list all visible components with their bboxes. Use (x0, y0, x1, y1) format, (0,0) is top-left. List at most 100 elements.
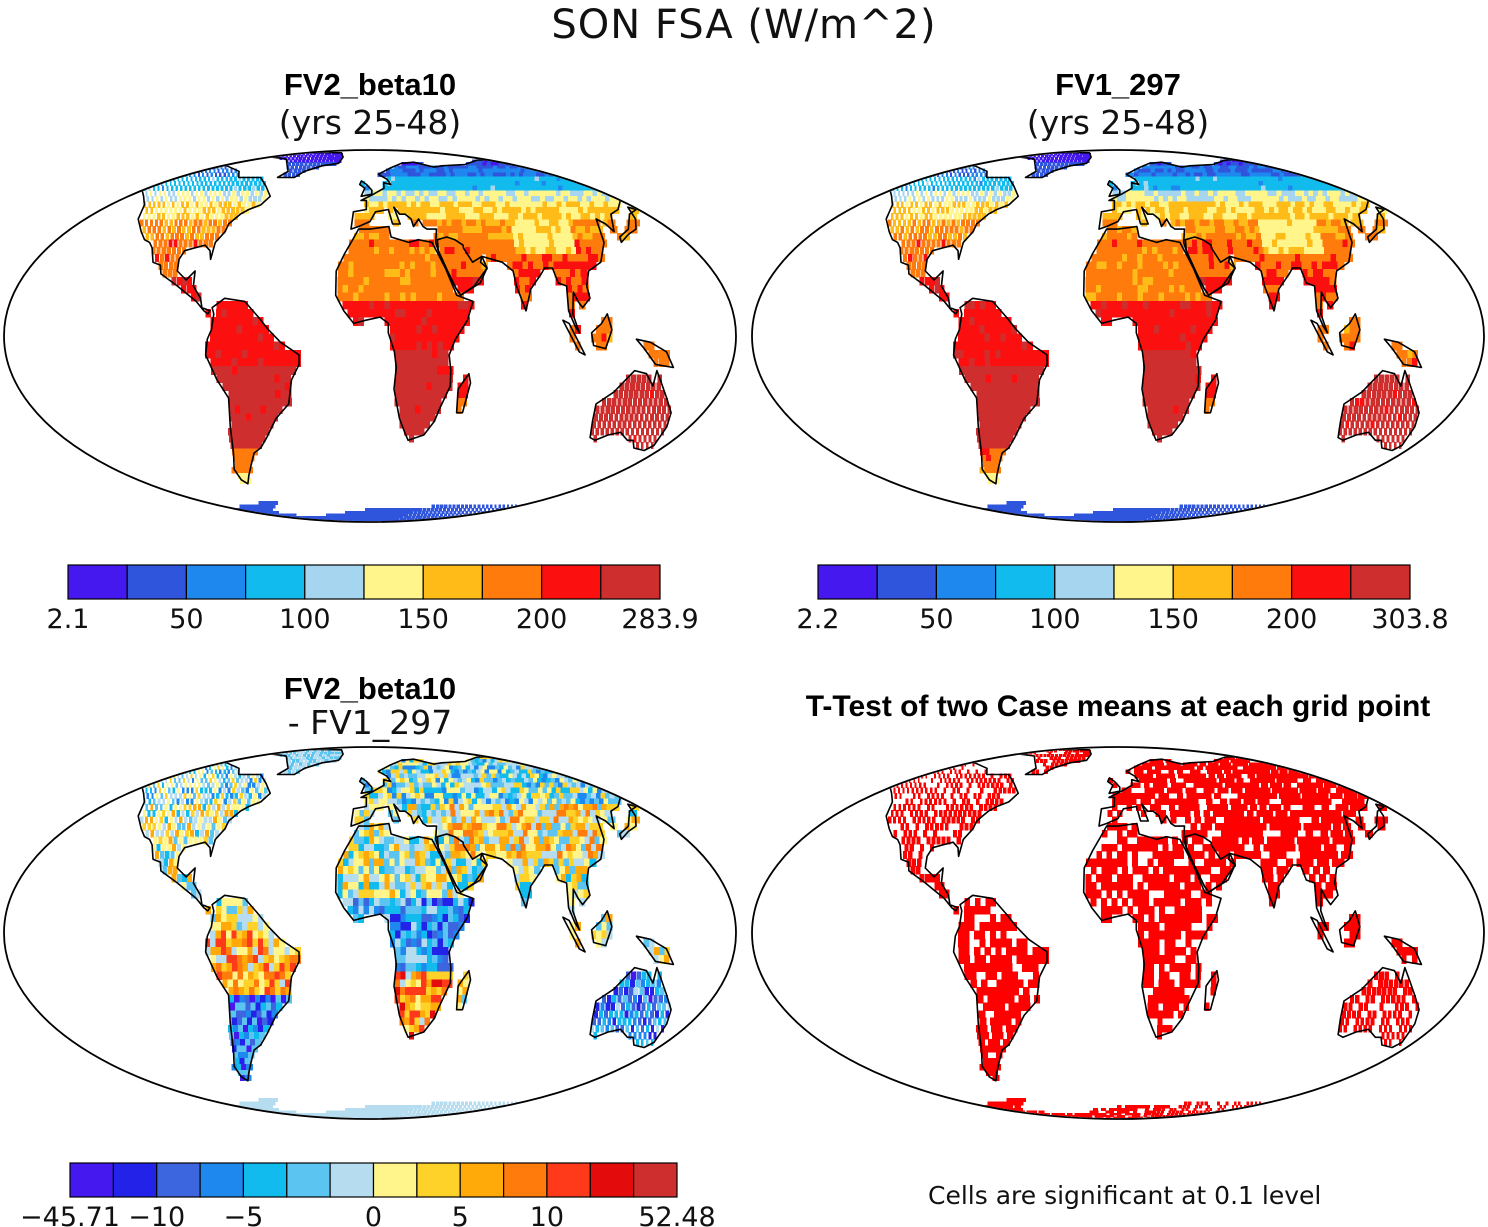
map-difference (3, 746, 737, 1120)
panel1-title: FV2_beta10 (283, 67, 457, 102)
coastline-southAmerica (204, 894, 300, 1082)
coastline-africa (1082, 822, 1222, 1039)
colorbar-swatch (1350, 564, 1411, 600)
map-fv1-297 (751, 149, 1485, 523)
colorbar-tick-label: 2.2 (797, 604, 840, 635)
colorbar-tick-label: −45.71 (20, 1202, 120, 1227)
map-fv2-beta10 (3, 149, 737, 523)
coastline-newZealand (1420, 1033, 1455, 1065)
colorbar-swatch (1054, 564, 1115, 600)
colorbar-tick-label: 100 (1029, 604, 1081, 635)
map-border (751, 746, 1485, 1120)
colorbar-swatch (817, 564, 878, 600)
coastline-eurasia (350, 752, 664, 931)
coastline-madagascar (1203, 372, 1220, 414)
coastline-borneo (1338, 910, 1361, 947)
coastline-uk (1106, 777, 1121, 795)
coastline-eurasia (1098, 155, 1412, 334)
coastline-uk (358, 180, 373, 198)
coastline-sumatra (562, 916, 586, 953)
coastline-southAmerica (952, 297, 1048, 485)
coastline-uk (358, 777, 373, 795)
colorbar-swatch (1172, 564, 1234, 600)
coastline-japan (1366, 206, 1386, 244)
coastline-africa (334, 822, 474, 1039)
coastline-japan (618, 803, 638, 841)
coastline-arabia (436, 236, 488, 296)
coastline-madagascar (1203, 969, 1220, 1011)
coastline-australia (589, 369, 672, 452)
coastline-newGuinea (1383, 935, 1423, 966)
panel4-title: T-Test of two Case means at each grid po… (805, 690, 1431, 723)
colorbar-tick-label: 283.9 (621, 604, 698, 635)
colorbar-tick-label: 150 (397, 604, 449, 635)
coastline-newZealand (672, 1033, 707, 1065)
colorbar-swatch (1113, 564, 1174, 600)
coastline-northAmerica (81, 161, 272, 315)
colorbar-swatch (546, 1162, 591, 1198)
coastline-newGuinea (635, 338, 675, 369)
colorbar-tick-label: −10 (128, 1202, 185, 1227)
coastline-madagascar (455, 372, 472, 414)
colorbar-swatch (876, 564, 937, 600)
colorbar-swatch (935, 564, 997, 600)
panel2-title: FV1_297 (1055, 67, 1181, 102)
coastline-eurasia (1098, 752, 1412, 931)
colorbar-tick-label: 50 (169, 604, 203, 635)
colorbar-swatch (372, 1162, 418, 1198)
colorbar-fv2-beta10: 2.1 50 100 150 200 283.9 (47, 564, 699, 635)
colorbar-swatch (1231, 564, 1293, 600)
panel1-subtitle: (yrs 25-48) (278, 103, 462, 142)
coastline-japan (1366, 803, 1386, 841)
colorbar-tick-label: 5 (452, 1202, 469, 1227)
coastline-sumatra (1310, 319, 1334, 356)
coastline-australia (1337, 369, 1420, 452)
colorbar-swatch (329, 1162, 375, 1198)
colorbar-tick-label: 200 (516, 604, 568, 635)
colorbar-tick-label: 100 (279, 604, 331, 635)
colorbar-swatch (156, 1162, 201, 1198)
coastline-arabia (436, 833, 488, 893)
colorbar-swatch (422, 564, 484, 600)
coastline-newZealand (672, 436, 707, 468)
coastline-madagascar (455, 969, 472, 1011)
coastline-newGuinea (635, 935, 675, 966)
coastline-newGuinea (1383, 338, 1423, 369)
colorbar-swatch (245, 564, 306, 600)
map-border (3, 746, 737, 1120)
figure-title: SON FSA (W/m^2) (551, 2, 937, 48)
coastline-africa (1082, 225, 1222, 442)
colorbar-difference: −45.71 −10 −5 0 5 10 52.48 (20, 1162, 716, 1227)
colorbar-tick-label: 52.48 (638, 1202, 715, 1227)
colorbar-swatch (459, 1162, 505, 1198)
coastline-arabia (1184, 236, 1236, 296)
colorbar-tick-label: −5 (223, 1202, 263, 1227)
coastline-southAmerica (952, 894, 1048, 1082)
coastline-sumatra (1310, 916, 1334, 953)
colorbar-swatch (363, 564, 424, 600)
coastline-australia (589, 966, 672, 1049)
colorbar-swatch (126, 564, 187, 600)
colorbar-swatch (185, 564, 247, 600)
coastline-sumatra (562, 319, 586, 356)
map-border (3, 149, 737, 523)
colorbar-tick-label: 50 (919, 604, 953, 635)
colorbar-swatch (416, 1162, 461, 1198)
colorbar-swatch (540, 564, 602, 600)
coastline-southAmerica (204, 297, 300, 485)
colorbar-tick-label: 2.1 (47, 604, 90, 635)
colorbar-tick-label: 150 (1147, 604, 1199, 635)
map-ttest (751, 746, 1485, 1120)
coastline-australia (1337, 966, 1420, 1049)
panel3-subtitle: - FV1_297 (287, 703, 453, 742)
coastline-uk (1106, 180, 1121, 198)
colorbar-tick-label: 303.8 (1371, 604, 1448, 635)
colorbar-swatch (503, 1162, 548, 1198)
colorbar-tick-label: 10 (530, 1202, 564, 1227)
colorbar-swatch (632, 1162, 678, 1198)
coastline-newZealand (1420, 436, 1455, 468)
coastline-arabia (1184, 833, 1236, 893)
coastline-northAmerica (829, 161, 1020, 315)
colorbar-swatch (304, 564, 365, 600)
significance-note: Cells are significant at 0.1 level (928, 1181, 1322, 1210)
